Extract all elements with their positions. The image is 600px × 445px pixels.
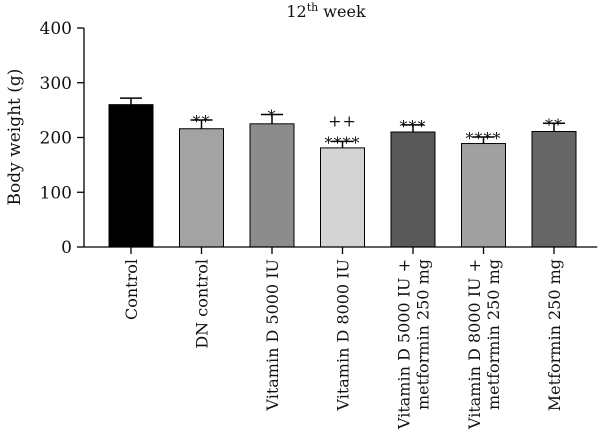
x-tick-label-line: Vitamin D 8000 IU + — [465, 259, 484, 430]
x-tick-label: Vitamin D 5000 IU — [263, 259, 282, 412]
chart-title-base: 12 — [286, 2, 306, 21]
chart-title-superscript: th — [307, 1, 319, 14]
bar — [531, 130, 577, 248]
y-tick-label: 300 — [40, 74, 72, 94]
significance-label: **** — [325, 133, 361, 152]
significance-label: * — [268, 107, 277, 126]
significance-label: ** — [545, 115, 563, 134]
bar — [179, 128, 224, 248]
x-tick-label-line: Control — [122, 259, 141, 320]
x-tick-label-line: Vitamin D 5000 IU — [263, 259, 282, 412]
chart-title-rest: week — [318, 2, 366, 21]
bars-group: ** * ++************* — [108, 97, 577, 248]
y-tick-label: 200 — [40, 129, 72, 149]
significance-label: **** — [466, 129, 502, 148]
bar — [320, 147, 365, 248]
x-tick-label-line: metformin 250 mg — [414, 259, 433, 410]
x-tick-label: Vitamin D 5000 IU + metformin 250 mg — [395, 259, 433, 430]
bar — [249, 123, 295, 248]
x-tick-label-line: DN control — [193, 259, 212, 349]
x-tick-label-line: Vitamin D 8000 IU — [334, 259, 353, 412]
x-tick-label-line: Vitamin D 5000 IU + — [395, 259, 414, 430]
x-tick-label-line: metformin 250 mg — [484, 259, 503, 410]
x-axis: Control DN control Vitamin D 5000 IU Vitami… — [84, 246, 598, 430]
y-tick-label: 100 — [40, 183, 72, 203]
bar — [390, 131, 436, 248]
y-axis-label: Body weight (g) — [5, 69, 25, 206]
x-tick-label: Vitamin D 8000 IU + metformin 250 mg — [465, 259, 503, 430]
significance-label: ++ — [328, 111, 357, 130]
significance-label: ** — [193, 112, 211, 131]
x-tick-label: DN control — [193, 259, 212, 349]
x-tick-label: Metformin 250 mg — [545, 259, 564, 411]
bar — [108, 104, 154, 248]
bar — [461, 143, 506, 248]
significance-label: *** — [400, 117, 427, 136]
y-tick-label: 0 — [61, 238, 72, 258]
chart-title: 12th week — [286, 1, 366, 21]
x-tick-label: Control — [122, 259, 141, 320]
y-tick-label: 400 — [40, 19, 72, 39]
x-tick-label-line: Metformin 250 mg — [545, 259, 564, 411]
x-tick-label: Vitamin D 8000 IU — [334, 259, 353, 412]
y-axis: 0 100 200 300 400 — [40, 19, 85, 258]
